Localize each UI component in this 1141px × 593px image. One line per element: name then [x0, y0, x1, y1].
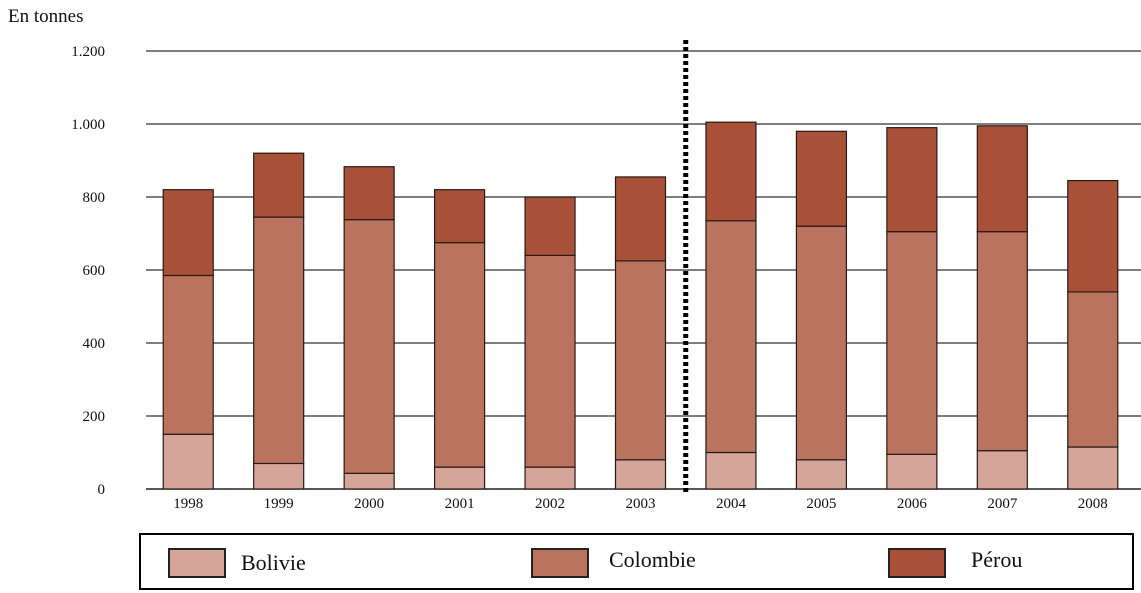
bar-segment-perou-2002 [524, 196, 576, 257]
bar-segment-perou-2000 [343, 166, 395, 221]
legend-swatch-bolivie [168, 548, 226, 578]
x-tick-label: 2006 [897, 496, 928, 512]
bar-segment-bolivie-2006 [886, 453, 938, 490]
bar-segment-bolivie-2004 [705, 451, 757, 490]
bar-segment-colombie-2008 [1067, 291, 1119, 448]
x-tick-label: 2000 [354, 496, 384, 512]
y-tick-label: 0 [98, 482, 106, 498]
x-tick-label: 1998 [173, 496, 203, 512]
bar-segment-perou-2004 [705, 121, 757, 222]
legend: Bolivie Colombie Pérou [139, 533, 1134, 590]
bar-segment-colombie-2003 [614, 260, 667, 461]
bar-segment-colombie-2000 [343, 219, 395, 474]
legend-label-perou: Pérou [971, 547, 1023, 572]
y-tick-label: 800 [83, 190, 106, 206]
bar-segment-perou-1999 [253, 152, 305, 218]
bar-segment-bolivie-2008 [1067, 446, 1119, 490]
bar-segment-colombie-2005 [795, 225, 848, 461]
bar-segment-colombie-2006 [886, 231, 938, 455]
bar-segment-bolivie-2005 [795, 459, 848, 490]
x-tick-label: 2003 [626, 496, 656, 512]
bar-segment-colombie-1999 [253, 216, 305, 465]
legend-label-bolivie: Bolivie [241, 550, 306, 575]
bar-segment-bolivie-2007 [976, 450, 1028, 490]
bar-segment-bolivie-2001 [433, 466, 486, 490]
y-tick-label: 600 [83, 263, 106, 279]
x-tick-label: 1999 [264, 496, 294, 512]
x-tick-label: 2002 [535, 496, 565, 512]
bar-segment-perou-2007 [976, 125, 1028, 233]
legend-swatch-colombie [531, 548, 589, 578]
y-tick-label: 1.000 [71, 117, 105, 133]
legend-swatch-perou [888, 548, 946, 578]
bar-segment-bolivie-2002 [524, 466, 576, 490]
bar-segment-perou-2003 [614, 176, 667, 262]
x-tick-label: 2005 [806, 496, 836, 512]
bar-segment-colombie-2001 [433, 242, 486, 468]
bar-segment-colombie-2007 [976, 231, 1028, 452]
bar-segment-perou-2006 [886, 127, 938, 233]
bar-segment-colombie-2004 [705, 220, 757, 454]
y-tick-label: 200 [83, 409, 106, 425]
bar-segment-bolivie-1999 [253, 462, 305, 490]
legend-label-colombie: Colombie [609, 547, 696, 572]
bar-segment-colombie-2002 [524, 254, 576, 468]
bar-segment-perou-2001 [433, 189, 486, 244]
bar-segment-bolivie-2000 [343, 472, 395, 490]
bar-segment-perou-2008 [1067, 179, 1119, 293]
bar-segment-bolivie-1998 [162, 433, 214, 490]
stacked-bar-chart: 0 200 400 600 800 1.000 1.200 1998 1999 2000 2001 2… [71, 40, 1141, 512]
x-tick-label: 2007 [987, 496, 1018, 512]
x-tick-label: 2001 [445, 496, 475, 512]
bar-segment-perou-1998 [162, 189, 214, 277]
y-axis-unit-label: En tonnes [8, 6, 84, 27]
x-tick-label: 2004 [716, 496, 747, 512]
bar-segment-bolivie-2003 [614, 459, 667, 490]
bar-segment-colombie-1998 [162, 274, 214, 435]
x-tick-label: 2008 [1078, 496, 1108, 512]
y-tick-label: 400 [83, 336, 106, 352]
y-tick-label: 1.200 [71, 44, 105, 60]
bar-segment-perou-2005 [795, 130, 848, 227]
